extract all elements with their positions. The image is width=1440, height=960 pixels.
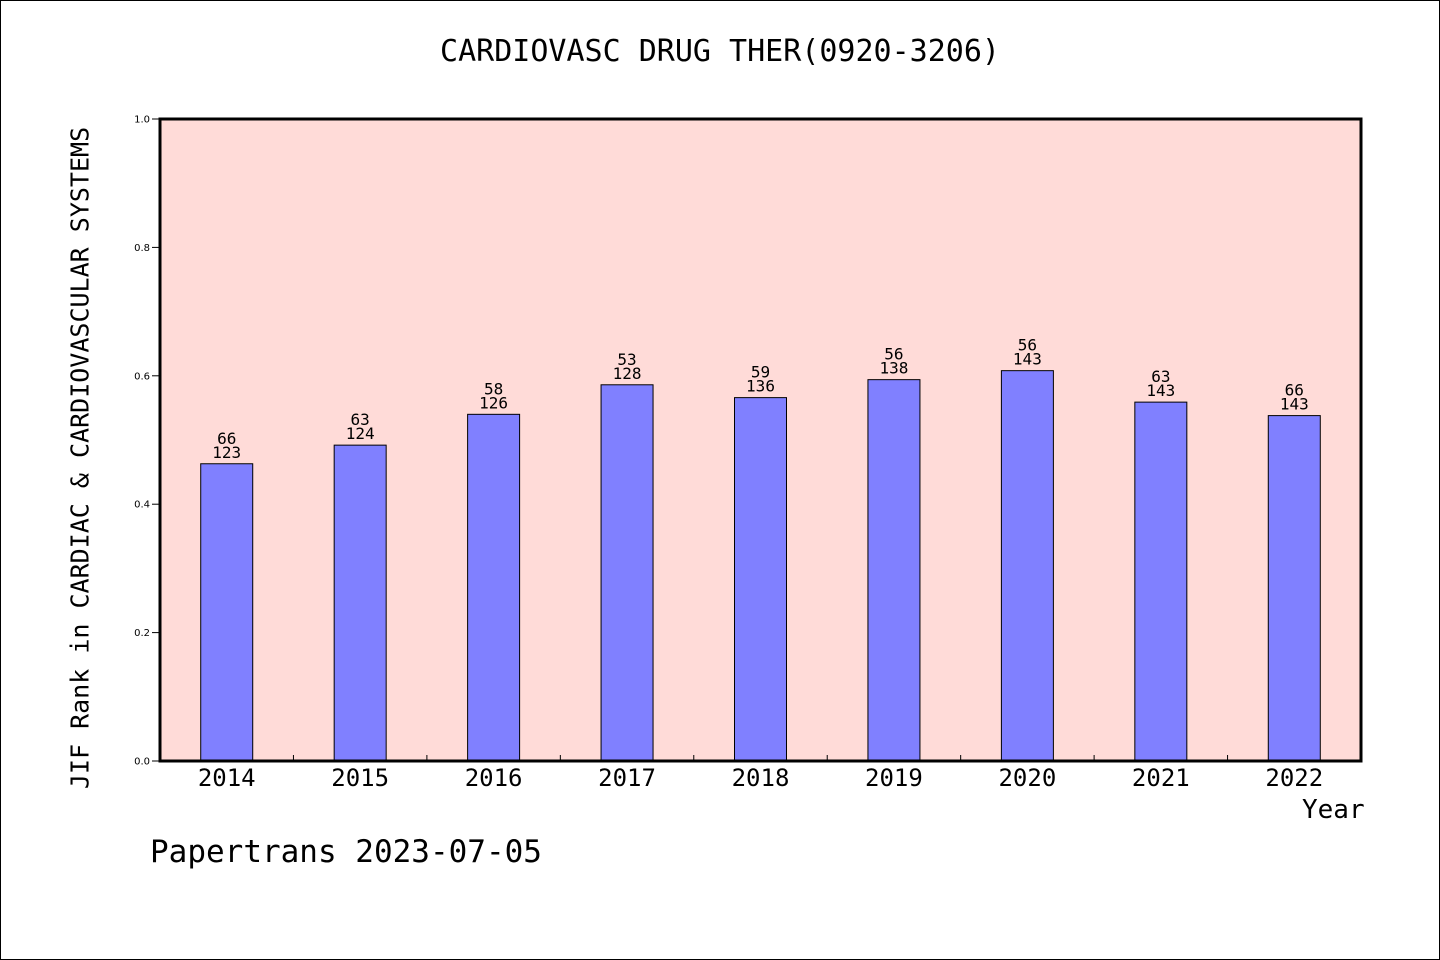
y-tick-label: 0.6 [134, 371, 150, 382]
x-tick-label: 2018 [732, 764, 790, 792]
bar [1134, 401, 1188, 762]
x-tick-label: 2017 [598, 764, 656, 792]
bar-label-total: 143 [1146, 381, 1175, 400]
y-tick-label: 0.8 [134, 243, 150, 254]
x-tick-label: 2014 [198, 764, 256, 792]
bar-label-total: 124 [346, 424, 375, 443]
bar [200, 463, 254, 762]
bar-label-rank: 56 [1018, 336, 1037, 355]
bar [467, 413, 521, 762]
bar-label-rank: 63 [351, 410, 370, 429]
bar-label-total: 138 [879, 359, 908, 378]
bar [1000, 370, 1054, 762]
bar [333, 444, 387, 762]
bar-label-total: 126 [479, 393, 508, 412]
bar [600, 384, 654, 762]
bar-label-total: 128 [613, 364, 642, 383]
bar-label-rank: 59 [751, 363, 770, 382]
bar-label-total: 123 [212, 443, 241, 462]
bar-label-rank: 66 [217, 429, 236, 448]
y-tick-label: 0.2 [134, 628, 150, 639]
x-tick-label: 2021 [1132, 764, 1190, 792]
x-tick-label: 2022 [1265, 764, 1323, 792]
chart-title: CARDIOVASC DRUG THER(0920-3206) [440, 34, 1000, 69]
y-tick-label: 1.0 [134, 115, 150, 126]
y-tick-label: 0.4 [134, 500, 150, 511]
bar-label-rank: 63 [1151, 367, 1170, 386]
bar [867, 379, 921, 762]
bar-label-rank: 66 [1285, 381, 1304, 400]
footer-credit: Papertrans 2023-07-05 [150, 834, 542, 870]
x-tick-label: 2019 [865, 764, 923, 792]
bar-label-total: 136 [746, 377, 775, 396]
plot-border [158, 117, 1363, 763]
x-tick-label: 2016 [465, 764, 523, 792]
bar [1267, 415, 1321, 762]
x-tick-label: 2020 [998, 764, 1056, 792]
y-tick-label: 0.0 [134, 757, 150, 768]
bar-label-rank: 56 [884, 345, 903, 364]
bar [734, 397, 787, 762]
x-tick-label: 2015 [331, 764, 389, 792]
bar-label-total: 143 [1280, 395, 1309, 414]
bar-label-total: 143 [1013, 350, 1042, 369]
bar-label-rank: 53 [617, 350, 636, 369]
bar-label-rank: 58 [484, 379, 503, 398]
x-axis-label: Year [1302, 795, 1365, 825]
